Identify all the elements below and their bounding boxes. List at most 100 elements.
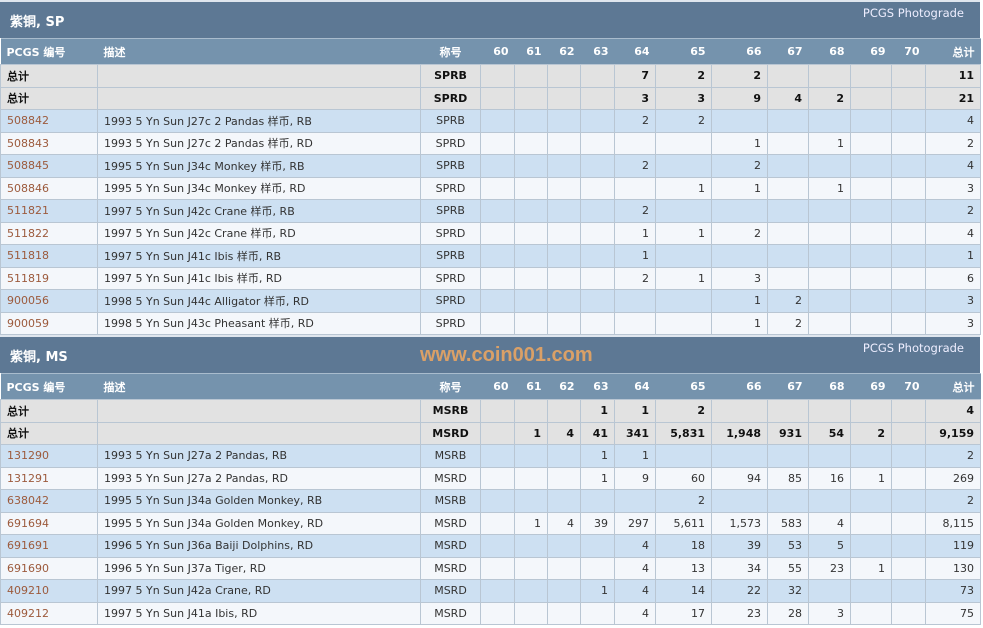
pcgs-number-cell: 409210 (0, 579, 98, 603)
pcgs-number-link[interactable]: 900056 (7, 294, 49, 308)
grade-count-cell (614, 489, 656, 513)
grade-count-cell (547, 64, 581, 88)
grade-count-cell (891, 131, 926, 155)
column-header[interactable]: 65 (655, 38, 712, 65)
column-header[interactable]: 描述 (97, 373, 421, 400)
column-header[interactable]: 总计 (925, 38, 981, 65)
grade-count-cell: 34 (711, 556, 768, 580)
grade-count-cell (580, 311, 615, 335)
column-header[interactable]: 描述 (97, 38, 421, 65)
grade-count-cell (514, 579, 548, 603)
table-row: 691694 1995 5 Yn Sun J34a Golden Monkey, … (0, 511, 981, 535)
pcgs-number-link[interactable]: 508842 (7, 114, 49, 128)
pcgs-number-link[interactable]: 409212 (7, 606, 49, 620)
total-count-cell: 2 (925, 489, 981, 513)
column-header[interactable]: 67 (767, 373, 809, 400)
pcgs-number-link[interactable]: 131290 (7, 449, 49, 463)
grade-count-cell: 1 (580, 466, 615, 490)
grade-count-cell: 2 (711, 221, 768, 245)
grade-count-cell: 2 (614, 109, 656, 133)
pcgs-number-link[interactable]: 691691 (7, 539, 49, 553)
column-header[interactable]: 64 (614, 38, 656, 65)
grade-count-cell: 583 (767, 511, 809, 535)
grade-count-cell (655, 444, 712, 468)
column-header[interactable]: PCGS 编号 (0, 373, 98, 400)
pcgs-number-link[interactable]: 511818 (7, 249, 49, 263)
column-header[interactable]: 70 (891, 38, 926, 65)
pcgs-number-link[interactable]: 508843 (7, 136, 49, 150)
grade-count-cell (655, 244, 712, 268)
column-header[interactable]: 69 (850, 373, 892, 400)
grade-count-cell (767, 64, 809, 88)
pcgs-number-link[interactable]: 511819 (7, 271, 49, 285)
pcgs-number-link[interactable]: 638042 (7, 494, 49, 508)
pcgs-number-link[interactable]: 511821 (7, 204, 49, 218)
pcgs-number-link[interactable]: 691690 (7, 561, 49, 575)
grade-count-cell (891, 64, 926, 88)
grade-count-cell: 39 (711, 534, 768, 558)
total-label: 总计 (7, 404, 29, 418)
description-cell: 1993 5 Yn Sun J27c 2 Pandas 样币, RD (97, 131, 421, 155)
photograde-link[interactable]: PCGS Photograde (862, 341, 964, 355)
column-header[interactable]: 65 (655, 373, 712, 400)
grade-count-cell (891, 311, 926, 335)
grade-count-cell (547, 154, 581, 178)
pcgs-number-link[interactable]: 508846 (7, 181, 49, 195)
total-row: 总计 SPRB 7 2 2 11 (0, 64, 981, 88)
grade-count-cell (850, 176, 892, 200)
column-header[interactable]: 70 (891, 373, 926, 400)
column-header[interactable]: 62 (547, 38, 581, 65)
grade-count-cell (514, 199, 548, 223)
grade-count-cell (580, 556, 615, 580)
column-header[interactable]: PCGS 编号 (0, 38, 98, 65)
grade-count-cell (850, 399, 892, 423)
grade-count-cell (480, 444, 515, 468)
grade-count-cell (767, 244, 809, 268)
total-label: 总计 (7, 427, 29, 441)
grade-count-cell (480, 556, 515, 580)
pcgs-number-link[interactable]: 691694 (7, 516, 49, 530)
grade-count-cell (655, 154, 712, 178)
pcgs-number-link[interactable]: 409210 (7, 584, 49, 598)
column-header[interactable]: 64 (614, 373, 656, 400)
grade-count-cell (547, 221, 581, 245)
grade-count-cell (580, 176, 615, 200)
grade-count-cell (850, 86, 892, 110)
table-row: 511821 1997 5 Yn Sun J42c Crane 样币, RB SPR… (0, 199, 981, 223)
pcgs-number-link[interactable]: 131291 (7, 471, 49, 485)
column-header[interactable]: 66 (711, 373, 768, 400)
grade-count-cell: 55 (767, 556, 809, 580)
grade-count-cell (711, 109, 768, 133)
column-header[interactable]: 61 (514, 38, 548, 65)
column-header[interactable]: 60 (480, 38, 515, 65)
column-header[interactable]: 总计 (925, 373, 981, 400)
column-header[interactable]: 60 (480, 373, 515, 400)
column-header[interactable]: 称号 (420, 373, 481, 400)
grade-count-cell (655, 311, 712, 335)
column-header[interactable]: 62 (547, 373, 581, 400)
column-header[interactable]: 69 (850, 38, 892, 65)
pcgs-number-link[interactable]: 900059 (7, 316, 49, 330)
column-header[interactable]: 称号 (420, 38, 481, 65)
table-row: 508845 1995 5 Yn Sun J34c Monkey 样币, RB SP… (0, 154, 981, 178)
column-header[interactable]: 68 (808, 373, 851, 400)
photograde-link[interactable]: PCGS Photograde (862, 6, 964, 20)
column-header[interactable]: 67 (767, 38, 809, 65)
column-header[interactable]: 63 (580, 38, 615, 65)
description-cell: 1997 5 Yn Sun J42c Crane 样币, RD (97, 221, 421, 245)
pcgs-number-cell: 总计 (0, 64, 98, 88)
column-header[interactable]: 63 (580, 373, 615, 400)
pcgs-number-link[interactable]: 508845 (7, 159, 49, 173)
grade-count-cell (480, 64, 515, 88)
grade-count-cell: 9 (614, 466, 656, 490)
pcgs-number-link[interactable]: 511822 (7, 226, 49, 240)
grade-count-cell: 1 (580, 444, 615, 468)
grade-count-cell (891, 556, 926, 580)
grade-count-cell (514, 221, 548, 245)
column-header[interactable]: 61 (514, 373, 548, 400)
column-header[interactable]: 66 (711, 38, 768, 65)
total-label: 总计 (7, 92, 29, 106)
grade-count-cell: 85 (767, 466, 809, 490)
grade-count-cell (767, 444, 809, 468)
column-header[interactable]: 68 (808, 38, 851, 65)
